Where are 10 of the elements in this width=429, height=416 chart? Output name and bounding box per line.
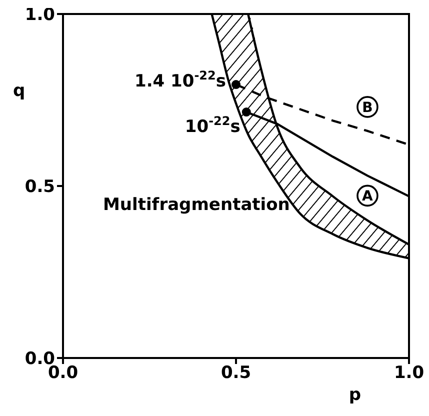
- y-axis-title: q: [13, 81, 26, 102]
- x-tick-label: 1.0: [394, 363, 424, 384]
- annotation: 1.4 10$^{-22}$s: [134, 68, 226, 92]
- annotation: 10$^{-22}$s: [184, 114, 240, 138]
- x-axis-title: p: [348, 385, 361, 405]
- series-label: B: [362, 100, 373, 116]
- x-tick-label: 0.5: [220, 363, 252, 384]
- y-tick-label: 0.5: [24, 177, 55, 198]
- series-label: A: [362, 188, 374, 205]
- annotation: Multifragmentation: [103, 195, 290, 215]
